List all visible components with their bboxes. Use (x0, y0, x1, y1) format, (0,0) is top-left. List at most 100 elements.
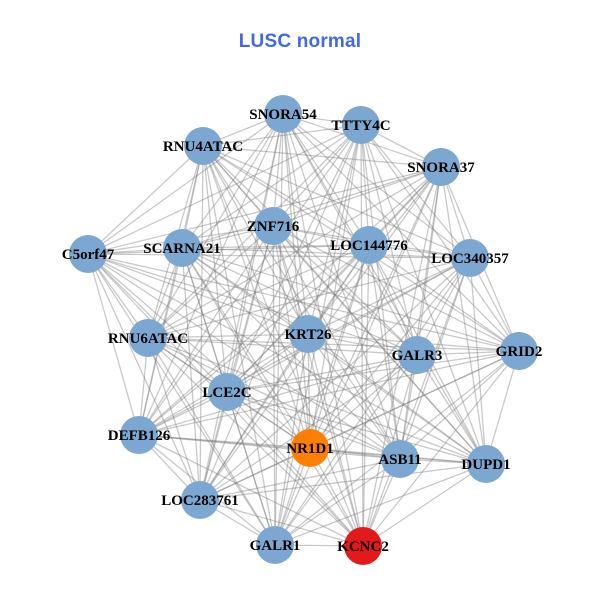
node-label-SNORA54: SNORA54 (249, 107, 317, 123)
edge-ZNF716-GRID2 (272, 225, 520, 352)
plot-title: LUSC normal (238, 31, 362, 52)
edge-TTTY4C-ASB11 (360, 124, 401, 460)
edge-LOC144776-RNU6ATAC (147, 244, 370, 339)
node-TTTY4C (342, 106, 380, 144)
node-label-DEFB126: DEFB126 (108, 428, 171, 444)
node-label-C5orf47: C5orf47 (62, 247, 115, 263)
edge-LOC144776-GRID2 (368, 244, 520, 352)
edge-C5orf47-KRT26 (87, 253, 309, 335)
node-ZNF716 (254, 207, 292, 245)
node-label-RNU4ATAC: RNU4ATAC (163, 139, 243, 155)
edge-C5orf47-ASB11 (87, 253, 401, 460)
edge-RNU4ATAC-ASB11 (202, 145, 401, 460)
node-KRT26 (289, 315, 327, 353)
node-KCNC2 (344, 527, 382, 565)
edge-DUPD1-GALR1 (274, 463, 487, 546)
edge-GALR3-DUPD1 (416, 354, 487, 465)
edge-C5orf47-NR1D1 (87, 253, 311, 449)
node-SCARNA21 (163, 229, 201, 267)
edge-GRID2-KCNC2 (362, 350, 520, 547)
edge-GALR3-DEFB126 (138, 354, 418, 436)
edge-TTTY4C-LOC283761 (199, 124, 362, 501)
edge-DEFB126-NR1D1 (138, 434, 311, 449)
edge-GALR3-NR1D1 (309, 354, 418, 449)
edge-TTTY4C-ZNF716 (272, 124, 362, 227)
edge-TTTY4C-DEFB126 (138, 124, 362, 436)
edge-RNU4ATAC-KCNC2 (202, 145, 364, 547)
edge-ZNF716-DEFB126 (138, 225, 274, 436)
edge-C5orf47-DUPD1 (87, 253, 487, 465)
node-label-KCNC2: KCNC2 (337, 539, 389, 555)
edge-RNU4ATAC-LCE2C (202, 145, 228, 393)
node-label-LOC144776: LOC144776 (330, 238, 408, 254)
edge-SNORA37-ZNF716 (272, 166, 442, 227)
edge-KRT26-NR1D1 (307, 333, 311, 449)
node-layer (69, 95, 538, 565)
edge-GRID2-DUPD1 (485, 350, 520, 465)
node-label-KRT26: KRT26 (285, 327, 332, 343)
edge-RNU4ATAC-LOC144776 (202, 145, 370, 246)
edge-RNU6ATAC-KCNC2 (147, 337, 364, 547)
edge-SNORA37-NR1D1 (309, 166, 442, 449)
edge-ZNF716-DUPD1 (272, 225, 487, 465)
edge-KRT26-LOC283761 (199, 333, 309, 501)
edge-GRID2-ASB11 (399, 350, 520, 460)
node-SNORA54 (264, 95, 302, 133)
edge-ZNF716-GALR3 (272, 225, 418, 356)
edge-RNU4ATAC-LOC283761 (199, 145, 204, 501)
edge-LCE2C-DUPD1 (226, 391, 487, 465)
node-label-LCE2C: LCE2C (202, 385, 251, 401)
edge-LCE2C-ASB11 (226, 391, 401, 460)
edge-SNORA54-DEFB126 (138, 113, 284, 436)
edge-SNORA37-RNU6ATAC (147, 166, 442, 339)
edge-TTTY4C-LOC144776 (360, 124, 370, 246)
node-label-DUPD1: DUPD1 (461, 457, 510, 473)
node-ASB11 (381, 440, 419, 478)
edge-SNORA37-SCARNA21 (181, 166, 442, 249)
edge-SCARNA21-LCE2C (181, 247, 228, 393)
edge-KRT26-ASB11 (307, 333, 401, 460)
edge-LOC144776-GALR1 (274, 244, 370, 546)
edge-TTTY4C-GRID2 (360, 124, 520, 352)
edge-TTTY4C-RNU4ATAC (202, 124, 362, 147)
edge-SCARNA21-LOC340357 (181, 247, 471, 259)
edge-SNORA54-DUPD1 (282, 113, 487, 465)
edge-TTTY4C-C5orf47 (87, 124, 362, 255)
edge-TTTY4C-RNU6ATAC (147, 124, 362, 339)
edge-SCARNA21-GALR3 (181, 247, 418, 356)
edge-LOC144776-LOC283761 (199, 244, 370, 501)
edge-GRID2-LOC283761 (199, 350, 520, 501)
label-layer: SNORA54 TTTY4C RNU4ATAC SNORA37 ZNF716 LOC144… (62, 107, 543, 555)
node-label-GRID2: GRID2 (496, 344, 543, 360)
edge-KRT26-DUPD1 (307, 333, 487, 465)
edge-SNORA37-DEFB126 (138, 166, 442, 436)
node-label-LOC340357: LOC340357 (431, 251, 509, 267)
edge-GALR3-GALR1 (274, 354, 418, 546)
edge-RNU4ATAC-C5orf47 (87, 145, 204, 255)
edge-ASB11-LOC283761 (199, 458, 401, 501)
edge-TTTY4C-LOC340357 (360, 124, 471, 259)
edge-SNORA54-GRID2 (282, 113, 520, 352)
edge-GRID2-NR1D1 (309, 350, 520, 449)
node-LOC283761 (181, 481, 219, 519)
edge-ZNF716-RNU6ATAC (147, 225, 274, 339)
node-label-TTTY4C: TTTY4C (331, 118, 390, 134)
node-label-NR1D1: NR1D1 (286, 441, 334, 457)
edge-C5orf47-GALR3 (87, 253, 418, 356)
node-RNU6ATAC (129, 319, 167, 357)
edge-RNU6ATAC-GALR3 (147, 337, 418, 356)
edge-RNU6ATAC-DUPD1 (147, 337, 487, 465)
edge-RNU6ATAC-GALR1 (147, 337, 276, 546)
edge-TTTY4C-DUPD1 (360, 124, 487, 465)
node-GALR3 (398, 336, 436, 374)
edge-LOC144776-GALR3 (368, 244, 418, 356)
edge-TTTY4C-SCARNA21 (181, 124, 362, 249)
node-label-GALR1: GALR1 (250, 538, 301, 554)
node-label-ZNF716: ZNF716 (247, 219, 300, 235)
edge-TTTY4C-LCE2C (226, 124, 362, 393)
edge-RNU6ATAC-LOC283761 (147, 337, 201, 501)
edge-LOC340357-RNU6ATAC (147, 257, 471, 339)
edge-LOC144776-C5orf47 (87, 244, 370, 255)
edge-RNU4ATAC-GALR3 (202, 145, 418, 356)
edge-C5orf47-GALR1 (87, 253, 276, 546)
